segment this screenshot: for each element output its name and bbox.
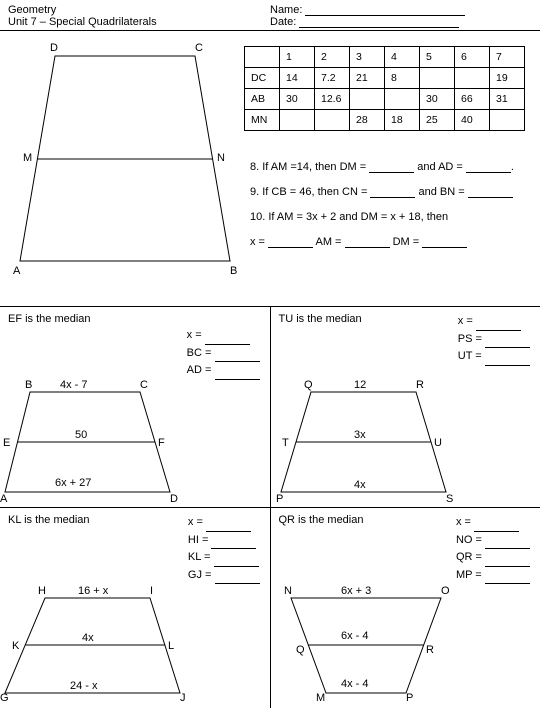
worksheet-header: Geometry Unit 7 – Special Quadrilaterals… [0,0,540,31]
label-C: C [195,42,203,54]
label-M: M [23,152,32,164]
p3-ans-x[interactable] [476,320,521,331]
svg-text:L: L [168,640,174,652]
svg-text:H: H [38,585,46,597]
date-label: Date: [270,16,296,28]
q9: 9. If CB = 46, then CN = and BN = [250,186,513,198]
p5-ans-mp[interactable] [485,573,530,584]
svg-text:E: E [3,437,10,449]
label-N: N [217,152,225,164]
p3-answers: x = PS = UT = [458,313,530,366]
svg-text:T: T [282,437,289,449]
q10-am-blank[interactable] [345,237,390,248]
name-label: Name: [270,4,302,16]
p5-answers: x = NO = QR = MP = [456,514,530,584]
q9-blank1[interactable] [370,187,415,198]
trap-TU: Q R T U P S 12 3x 4x [276,362,456,502]
p4-ans-kl[interactable] [214,556,259,567]
q10-dm-blank[interactable] [422,237,467,248]
label-B: B [230,265,237,277]
p4-ans-gj[interactable] [215,573,260,584]
row-3: KL is the median x = HI = KL = GJ = H I … [0,508,540,708]
svg-text:O: O [441,585,450,597]
top-section: D C M N A B 1234567DC147.221819AB3012.63… [0,31,540,307]
p5-ans-qr[interactable] [485,556,530,567]
label-A: A [13,265,21,277]
svg-text:6x + 3: 6x + 3 [341,585,371,597]
row-2: EF is the median x = BC = AD = B C E F A… [0,307,540,508]
svg-text:U: U [434,437,442,449]
panel-QR: QR is the median x = NO = QR = MP = N O … [271,508,540,708]
svg-text:M: M [316,692,325,703]
svg-text:I: I [150,585,153,597]
p5-ans-no[interactable] [485,538,530,549]
panel-EF: EF is the median x = BC = AD = B C E F A… [0,307,271,507]
svg-text:C: C [140,379,148,391]
svg-text:B: B [25,379,32,391]
svg-text:4x - 4: 4x - 4 [341,678,369,690]
q8-blank2[interactable] [466,162,511,173]
svg-text:6x + 27: 6x + 27 [55,477,91,489]
p4-ans-hi[interactable] [211,538,256,549]
svg-text:3x: 3x [354,429,366,441]
panel-KL: KL is the median x = HI = KL = GJ = H I … [0,508,271,708]
svg-text:R: R [416,379,424,391]
svg-text:6x - 4: 6x - 4 [341,630,369,642]
panel-TU: TU is the median x = PS = UT = Q R T U P… [271,307,540,507]
svg-text:P: P [276,493,283,502]
q10-x-blank[interactable] [268,237,313,248]
svg-text:F: F [158,437,165,449]
course-title: Geometry [8,4,270,16]
svg-text:N: N [284,585,292,597]
p4-ans-x[interactable] [206,521,251,532]
q10b: x = AM = DM = [250,236,467,248]
p2-answers: x = BC = AD = [187,327,260,380]
p4-answers: x = HI = KL = GJ = [188,514,260,584]
svg-text:R: R [426,644,434,656]
svg-text:S: S [446,493,453,502]
svg-text:P: P [406,692,413,703]
svg-text:4x: 4x [354,479,366,491]
trap-QR: N O Q R M P 6x + 3 6x - 4 4x - 4 [276,573,456,703]
trapezoid-main: D C M N A B [5,31,240,281]
q8: 8. If AM =14, then DM = and AD = . [250,161,514,173]
label-D: D [50,42,58,54]
svg-text:Q: Q [296,644,305,656]
p2-ans-x[interactable] [205,334,250,345]
svg-text:12: 12 [354,379,366,391]
date-blank[interactable] [299,27,459,28]
trap-KL: H I K L G J 16 + x 4x 24 - x [0,573,185,703]
p3-ans-ps[interactable] [485,337,530,348]
svg-text:G: G [0,692,9,703]
data-table: 1234567DC147.221819AB3012.6306631MN28182… [244,46,525,131]
svg-text:24 - x: 24 - x [70,680,98,692]
q10a: 10. If AM = 3x + 2 and DM = x + 18, then [250,211,448,223]
p2-ans-ad[interactable] [215,369,260,380]
unit-title: Unit 7 – Special Quadrilaterals [8,16,270,28]
svg-text:A: A [0,493,8,502]
p5-ans-x[interactable] [474,521,519,532]
svg-text:4x: 4x [82,632,94,644]
trap-EF: B C E F A D 4x - 7 50 6x + 27 [0,362,180,502]
svg-text:K: K [12,640,20,652]
q8-blank1[interactable] [369,162,414,173]
svg-text:Q: Q [304,379,313,391]
p2-ans-bc[interactable] [215,351,260,362]
p3-ans-ut[interactable] [485,355,530,366]
q9-blank2[interactable] [468,187,513,198]
svg-text:4x - 7: 4x - 7 [60,379,88,391]
svg-text:50: 50 [75,429,87,441]
svg-text:D: D [170,493,178,502]
svg-text:16 + x: 16 + x [78,585,109,597]
svg-text:J: J [180,692,185,703]
p2-title: EF is the median [8,313,262,325]
